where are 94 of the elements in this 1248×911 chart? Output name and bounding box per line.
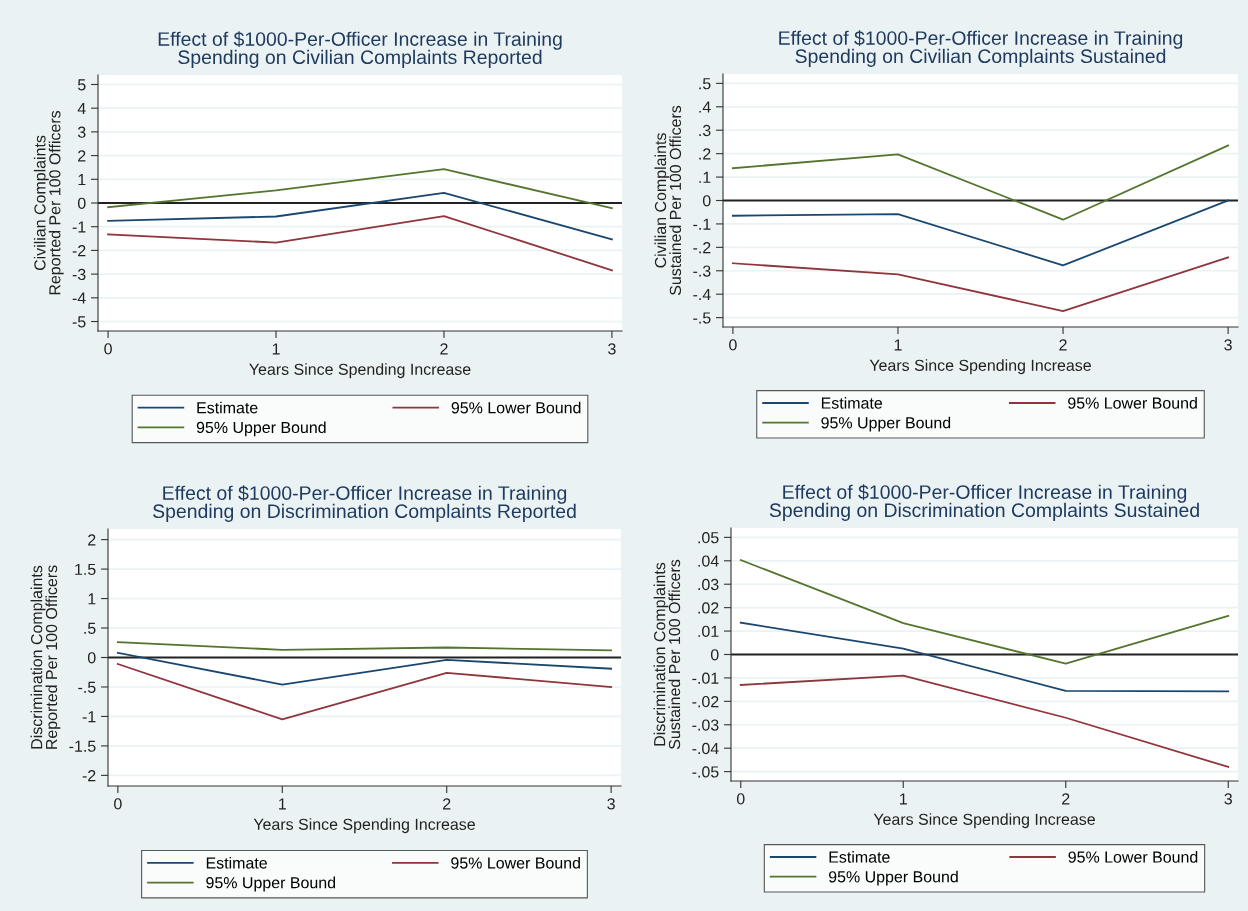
y-tick-label: -1 — [82, 711, 96, 723]
chart-title: Effect of $1000-Per-Officer Increase in Training Spending on Civilian Complaints Sustained — [779, 30, 1183, 67]
legend-label: 95% Lower Bound — [1068, 397, 1197, 409]
y-tick-label: 2 — [78, 150, 86, 162]
line-series — [739, 621, 1230, 693]
line-series — [107, 215, 613, 272]
y-tick-label: 3 — [77, 126, 86, 138]
x-tick-label: 2 — [1059, 339, 1067, 351]
y-tick-label: -.02 — [692, 695, 719, 708]
y-tick-label: 5 — [77, 79, 86, 91]
legend-label: Estimate — [821, 397, 883, 409]
y-tick-label: 1 — [78, 174, 86, 186]
y-tick-label: -.5 — [78, 681, 96, 693]
y-tick-label: -2 — [82, 770, 96, 782]
y-tick-label: .5 — [84, 622, 96, 634]
y-tick-label: .01 — [698, 625, 719, 638]
line-series — [731, 199, 1230, 267]
line-series — [739, 559, 1230, 665]
x-axis-title: Years Since Spending Increase — [253, 818, 475, 834]
x-tick-label: 0 — [736, 793, 745, 805]
line-series — [116, 663, 613, 721]
y-tick-label: -.03 — [692, 719, 719, 731]
x-tick-label: 3 — [1224, 793, 1232, 805]
x-tick-label: 3 — [608, 343, 616, 355]
line-series — [107, 168, 613, 210]
legend-label: Estimate — [206, 856, 267, 869]
x-axis-title: Years Since Spending Increase — [869, 359, 1091, 375]
y-tick-label: 2 — [88, 534, 96, 546]
y-tick-label: .5 — [699, 78, 711, 90]
legend-label: 95% Lower Bound — [1068, 851, 1198, 863]
x-axis-title: Years Since Spending Increase — [873, 813, 1095, 829]
x-tick-label: 0 — [114, 798, 122, 810]
legend-label: 95% Upper Bound — [206, 876, 336, 892]
y-tick-label: .4 — [699, 101, 711, 113]
y-tick-label: -.04 — [692, 742, 719, 755]
x-tick-label: 1 — [279, 798, 286, 810]
y-tick-label: -4 — [72, 292, 86, 304]
y-tick-label: 1 — [88, 593, 96, 605]
x-tick-label: 0 — [729, 339, 737, 351]
y-tick-label: 0 — [710, 649, 719, 661]
x-tick-label: 1 — [900, 793, 907, 805]
y-tick-label: -.2 — [693, 241, 711, 254]
y-tick-label: .2 — [699, 148, 711, 160]
y-tick-label: -.3 — [693, 265, 711, 277]
y-tick-label: -2 — [72, 245, 86, 257]
y-tick-label: 0 — [87, 652, 96, 664]
y-tick-label: .02 — [698, 602, 719, 614]
y-tick-label: -.1 — [693, 218, 711, 230]
line-series — [116, 641, 613, 652]
y-tick-label: -.01 — [692, 672, 719, 684]
x-tick-label: 2 — [1062, 793, 1070, 805]
y-tick-label: .3 — [699, 124, 711, 137]
y-axis-title: Discrimination Complaints Sustained Per 100 Officers — [653, 559, 681, 750]
x-tick-label: 3 — [607, 798, 615, 810]
y-tick-label: .03 — [698, 578, 719, 591]
x-tick-label: 2 — [440, 343, 448, 355]
x-tick-label: 1 — [894, 339, 902, 351]
legend-label: Estimate — [829, 851, 890, 863]
x-axis-title: Years Since Spending Increase — [249, 363, 471, 379]
legend-label: 95% Lower Bound — [451, 401, 581, 414]
y-tick-label: .05 — [698, 532, 719, 544]
y-tick-label: .04 — [698, 555, 719, 567]
line-series — [107, 191, 613, 241]
legend-label: 95% Upper Bound — [828, 870, 958, 886]
x-tick-label: 3 — [1224, 339, 1232, 351]
chart-title: Effect of $1000-Per-Officer Increase in Training Spending on Discrimination Complaints Reported — [153, 485, 576, 522]
y-tick-label: .1 — [699, 171, 711, 183]
x-tick-label: 2 — [443, 798, 451, 810]
y-tick-label: 4 — [77, 102, 86, 114]
line-series — [731, 256, 1230, 312]
legend-label: 95% Upper Bound — [196, 421, 326, 437]
y-tick-label: -.4 — [693, 289, 711, 300]
y-axis-title: Discrimination Complaints Reported Per 100 Officers — [30, 565, 61, 749]
y-tick-label: -1.5 — [69, 740, 96, 752]
line-series — [739, 674, 1230, 768]
x-tick-label: 1 — [272, 343, 280, 355]
line-series — [116, 651, 613, 686]
y-tick-label: -1 — [72, 221, 86, 233]
legend-label: 95% Lower Bound — [451, 856, 580, 869]
chart-title: Effect of $1000-Per-Officer Increase in Training Spending on Discrimination Complaints Sustained — [769, 484, 1199, 521]
y-tick-label: 1.5 — [75, 563, 96, 576]
y-tick-label: -5 — [72, 316, 86, 328]
legend-label: Estimate — [197, 401, 258, 414]
y-axis-title: Civilian Complaints Sustained Per 100 Officers — [654, 105, 682, 296]
y-tick-label: 0 — [702, 195, 711, 207]
line-series — [731, 144, 1230, 221]
x-tick-label: 0 — [104, 343, 112, 355]
y-tick-label: -.05 — [692, 766, 719, 778]
y-tick-label: -3 — [72, 268, 86, 281]
chart-title: Effect of $1000-Per-Officer Increase in Training Spending on Civilian Complaints Reported — [158, 31, 562, 68]
y-tick-label: 0 — [77, 197, 86, 209]
y-tick-label: -.5 — [693, 312, 711, 324]
legend-label: 95% Upper Bound — [821, 416, 951, 432]
y-axis-title: Civilian Complaints Reported Per 100 Officers — [33, 110, 64, 295]
